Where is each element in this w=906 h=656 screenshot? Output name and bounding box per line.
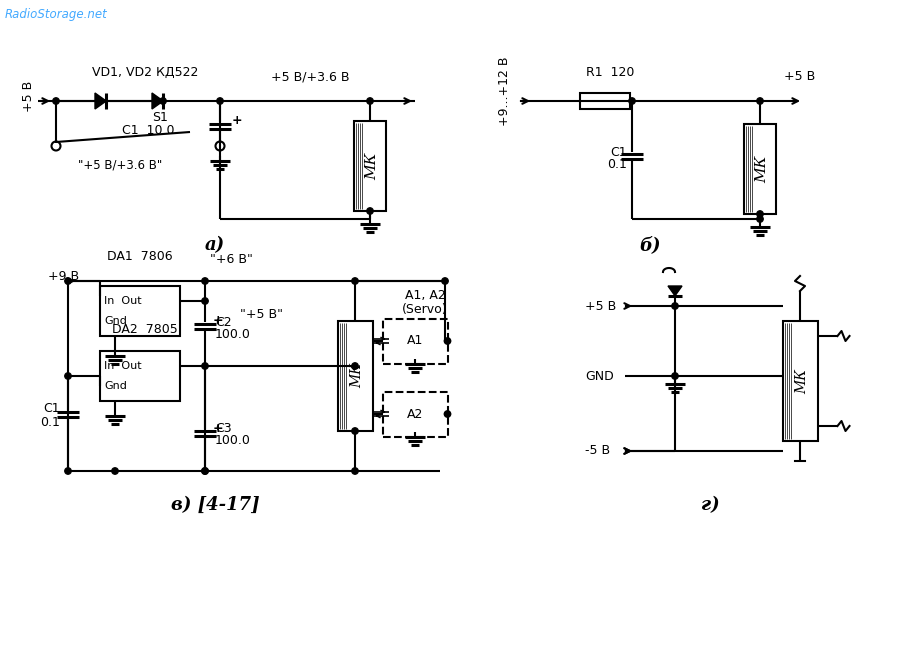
Text: C1: C1 xyxy=(43,403,60,415)
Text: C2: C2 xyxy=(215,316,232,329)
Circle shape xyxy=(202,468,208,474)
Text: R1  120: R1 120 xyxy=(586,66,634,79)
Text: +: + xyxy=(232,113,243,127)
Circle shape xyxy=(111,468,118,474)
Text: RadioStorage.net: RadioStorage.net xyxy=(5,8,108,21)
Text: +: + xyxy=(213,314,224,327)
Text: "+6 В": "+6 В" xyxy=(210,253,253,266)
Circle shape xyxy=(757,216,763,222)
Polygon shape xyxy=(95,93,106,109)
Text: 0.1: 0.1 xyxy=(607,157,627,171)
Text: МК: МК xyxy=(755,155,769,182)
Text: +9...+12 В: +9...+12 В xyxy=(497,56,510,126)
Text: +5 В: +5 В xyxy=(22,81,34,112)
Text: In  Out: In Out xyxy=(104,296,141,306)
Text: б): б) xyxy=(640,236,660,254)
Text: 100.0: 100.0 xyxy=(215,434,251,447)
Bar xyxy=(783,321,817,441)
Polygon shape xyxy=(668,286,682,296)
Circle shape xyxy=(202,363,208,369)
Circle shape xyxy=(159,98,166,104)
Circle shape xyxy=(65,468,72,474)
Circle shape xyxy=(65,277,72,284)
Text: Gnd: Gnd xyxy=(104,316,127,326)
Circle shape xyxy=(352,468,358,474)
Bar xyxy=(382,392,448,436)
Circle shape xyxy=(217,98,223,104)
Text: 100.0: 100.0 xyxy=(215,327,251,340)
Circle shape xyxy=(757,211,763,217)
Text: Gnd: Gnd xyxy=(104,381,127,391)
Circle shape xyxy=(367,208,373,215)
Circle shape xyxy=(352,428,358,434)
Circle shape xyxy=(202,468,208,474)
Text: МК: МК xyxy=(795,369,809,394)
Text: DA2  7805: DA2 7805 xyxy=(112,323,178,336)
Circle shape xyxy=(65,373,72,379)
Bar xyxy=(100,286,180,336)
Circle shape xyxy=(367,98,373,104)
Text: +5 В: +5 В xyxy=(784,70,815,83)
Text: -5 В: -5 В xyxy=(585,445,610,457)
Text: A2: A2 xyxy=(407,407,423,420)
Circle shape xyxy=(442,277,448,284)
Text: VD1, VD2 КД522: VD1, VD2 КД522 xyxy=(92,66,198,79)
Text: +: + xyxy=(213,422,224,434)
Text: A1, A2: A1, A2 xyxy=(405,289,446,302)
Text: "+5 В": "+5 В" xyxy=(240,308,283,321)
Circle shape xyxy=(202,277,208,284)
Circle shape xyxy=(352,363,358,369)
Circle shape xyxy=(672,373,679,379)
Text: МК: МК xyxy=(365,152,379,180)
Circle shape xyxy=(629,98,635,104)
Text: 0.1: 0.1 xyxy=(40,415,60,428)
Text: A1: A1 xyxy=(407,335,423,348)
Text: (Servo): (Servo) xyxy=(402,303,448,316)
Text: а): а) xyxy=(205,236,225,254)
Text: "+5 В/+3.6 В": "+5 В/+3.6 В" xyxy=(78,158,162,171)
Bar xyxy=(100,351,180,401)
Bar xyxy=(338,321,372,431)
Bar xyxy=(354,121,386,211)
Text: GND: GND xyxy=(585,369,613,382)
Text: в) [4-17]: в) [4-17] xyxy=(170,496,259,514)
Text: +9 В: +9 В xyxy=(48,270,79,283)
Text: DA1  7806: DA1 7806 xyxy=(107,250,173,263)
Text: In  Out: In Out xyxy=(104,361,141,371)
Bar xyxy=(744,124,776,214)
Text: C1: C1 xyxy=(611,146,627,159)
Text: C1  10.0: C1 10.0 xyxy=(122,125,175,138)
Circle shape xyxy=(757,98,763,104)
Text: +5 В: +5 В xyxy=(585,300,616,312)
Text: МК: МК xyxy=(350,363,364,388)
Text: C3: C3 xyxy=(215,422,232,436)
Circle shape xyxy=(444,411,450,417)
Polygon shape xyxy=(152,93,163,109)
Circle shape xyxy=(352,277,358,284)
Text: +5 В/+3.6 В: +5 В/+3.6 В xyxy=(271,70,349,83)
Text: S1: S1 xyxy=(152,111,168,124)
Circle shape xyxy=(444,338,450,344)
Circle shape xyxy=(202,298,208,304)
Bar xyxy=(382,319,448,363)
Text: г): г) xyxy=(700,496,719,514)
Circle shape xyxy=(672,303,679,309)
Circle shape xyxy=(53,98,59,104)
Bar xyxy=(580,93,630,109)
